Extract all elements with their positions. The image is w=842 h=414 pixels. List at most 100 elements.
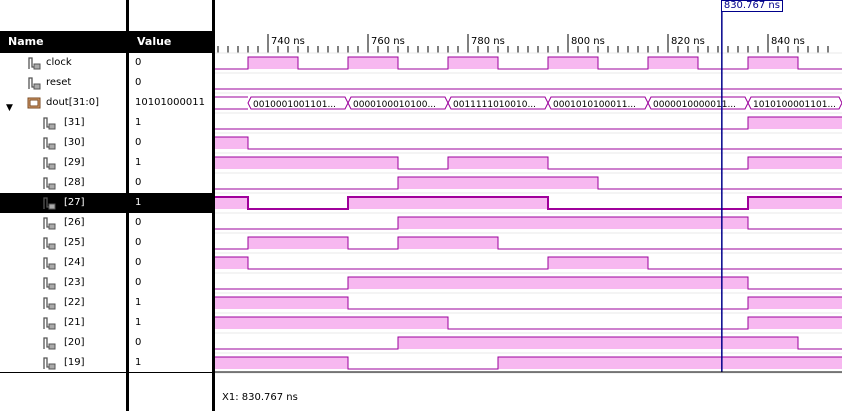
wave-high-fill xyxy=(598,257,648,269)
signal-name: [27] xyxy=(64,197,85,208)
value-row[interactable]: 0 xyxy=(129,73,212,93)
wave-line xyxy=(215,276,842,290)
signal-name: [20] xyxy=(64,337,85,348)
wave-high-fill xyxy=(748,57,798,69)
wave-high-fill xyxy=(548,357,598,369)
signal-value: 0 xyxy=(135,177,142,188)
value-row[interactable]: 1 xyxy=(129,153,212,173)
ruler-tick-label: 840 ns xyxy=(771,36,805,47)
signal-value: 1 xyxy=(135,357,142,368)
signal-value: 1 xyxy=(135,197,142,208)
expand-toggle-icon[interactable]: ▼ xyxy=(6,103,13,113)
name-header[interactable]: Name xyxy=(0,31,126,53)
value-row[interactable]: 1 xyxy=(129,113,212,133)
signal-row[interactable]: [25] xyxy=(0,233,126,253)
value-row[interactable]: 10101000011 xyxy=(129,93,212,113)
signal-row[interactable]: [22] xyxy=(0,293,126,313)
signal-value: 0 xyxy=(135,237,142,248)
value-row[interactable]: 0 xyxy=(129,273,212,293)
signal-name: [19] xyxy=(64,357,85,368)
signal-row[interactable]: [27] xyxy=(0,193,126,213)
wave-high-fill xyxy=(548,217,598,229)
wave-high-fill xyxy=(348,277,398,289)
signal-row[interactable]: [29] xyxy=(0,153,126,173)
wave-high-fill xyxy=(448,197,498,209)
wave-high-fill xyxy=(748,117,798,129)
bus-value-label: 1010100001101... xyxy=(753,100,836,110)
signal-row[interactable]: [24] xyxy=(0,253,126,273)
wave-high-fill xyxy=(398,277,448,289)
column-divider[interactable] xyxy=(126,0,129,411)
signal-value: 1 xyxy=(135,117,142,128)
signal-row[interactable]: [21] xyxy=(0,313,126,333)
wave-high-fill xyxy=(798,317,842,329)
signal-icon xyxy=(42,356,56,370)
signal-row[interactable]: [26] xyxy=(0,213,126,233)
wave-line xyxy=(215,56,842,70)
wave-high-fill xyxy=(598,217,648,229)
wave-high-fill xyxy=(448,217,498,229)
wave-high-fill xyxy=(798,197,842,209)
value-row[interactable]: 0 xyxy=(129,53,212,73)
wave-high-fill xyxy=(448,157,498,169)
wave-line xyxy=(215,236,842,250)
signal-row[interactable]: reset xyxy=(0,73,126,93)
signal-name: [23] xyxy=(64,277,85,288)
signal-value: 1 xyxy=(135,157,142,168)
cursor-time-label[interactable]: 830.767 ns xyxy=(720,0,783,12)
wave-high-fill xyxy=(215,137,248,149)
signal-row[interactable]: clock xyxy=(0,53,126,73)
wave-high-fill xyxy=(598,357,648,369)
signal-row[interactable]: [23] xyxy=(0,273,126,293)
wave-high-fill xyxy=(548,337,598,349)
wave-high-fill xyxy=(248,357,298,369)
value-row[interactable]: 0 xyxy=(129,213,212,233)
wave-high-fill xyxy=(348,157,398,169)
wave-high-fill xyxy=(398,337,448,349)
signal-icon xyxy=(42,136,56,150)
wave-high-fill xyxy=(798,157,842,169)
wave-high-fill xyxy=(448,237,498,249)
wave-high-fill xyxy=(448,337,498,349)
signal-name: dout[31:0] xyxy=(46,97,99,108)
signal-name: [26] xyxy=(64,217,85,228)
signal-row[interactable]: [31] xyxy=(0,113,126,133)
wave-high-fill xyxy=(248,57,298,69)
signal-row[interactable]: [19] xyxy=(0,353,126,373)
value-row[interactable]: 1 xyxy=(129,193,212,213)
wave-high-fill xyxy=(798,357,842,369)
signal-row[interactable]: [30] xyxy=(0,133,126,153)
wave-high-fill xyxy=(215,157,248,169)
signal-row[interactable]: ▼ dout[31:0] xyxy=(0,93,126,113)
wave-high-fill xyxy=(348,317,398,329)
wave-high-fill xyxy=(698,357,748,369)
waveform-pane[interactable]: 740 ns 760 ns 780 ns 800 ns 820 ns 840 ns 0010… xyxy=(215,0,842,411)
value-row[interactable]: 1 xyxy=(129,293,212,313)
ruler-tick-label: 780 ns xyxy=(471,36,505,47)
wave-high-fill xyxy=(498,197,548,209)
signal-value: 10101000011 xyxy=(135,97,205,108)
wave-high-fill xyxy=(648,277,698,289)
signal-row[interactable]: [28] xyxy=(0,173,126,193)
wave-high-fill xyxy=(748,357,798,369)
wave-high-fill xyxy=(498,217,548,229)
waveform-canvas[interactable]: 740 ns 760 ns 780 ns 800 ns 820 ns 840 ns 0010… xyxy=(215,0,842,411)
wave-high-fill xyxy=(748,297,798,309)
value-row[interactable]: 0 xyxy=(129,133,212,153)
value-row[interactable]: 0 xyxy=(129,253,212,273)
value-row[interactable]: 0 xyxy=(129,173,212,193)
value-row[interactable]: 0 xyxy=(129,233,212,253)
value-row[interactable]: 1 xyxy=(129,313,212,333)
value-header[interactable]: Value xyxy=(129,31,212,53)
wave-high-fill xyxy=(648,357,698,369)
value-row[interactable]: 1 xyxy=(129,353,212,373)
wave-high-fill xyxy=(498,157,548,169)
ruler-tick-label: 820 ns xyxy=(671,36,705,47)
bus-value-label: 0000100010100... xyxy=(353,100,436,110)
value-row[interactable]: 0 xyxy=(129,333,212,353)
wave-high-fill xyxy=(398,177,448,189)
wave-high-fill xyxy=(648,57,698,69)
wave-divider[interactable] xyxy=(212,0,215,411)
signal-row[interactable]: [20] xyxy=(0,333,126,353)
ruler-tick-label: 740 ns xyxy=(271,36,305,47)
